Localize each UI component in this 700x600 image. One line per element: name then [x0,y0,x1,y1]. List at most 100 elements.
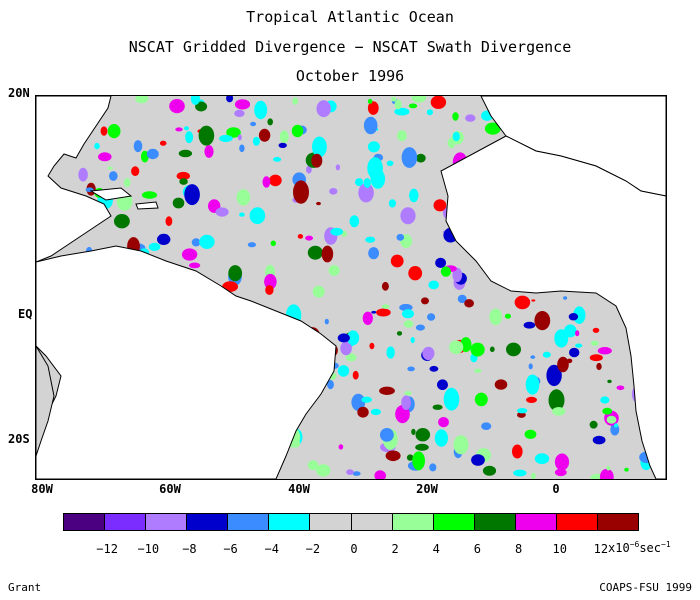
lon-label-80w: 80W [31,482,53,496]
divergence-patch [109,171,118,181]
divergence-patch [236,189,251,206]
divergence-patch [506,342,521,357]
divergence-patch [554,468,567,477]
divergence-patch [330,227,344,236]
color-swatch [556,514,599,530]
map-title: Tropical Atlantic Ocean [246,8,454,26]
divergence-patch [464,299,474,308]
color-swatch [64,514,106,530]
divergence-patch [169,99,185,114]
divergence-patch [438,417,449,428]
divergence-patch [292,439,300,448]
lon-label-0: 0 [552,482,560,496]
lon-label-40w: 40W [288,482,310,496]
divergence-patch [489,346,495,353]
color-swatch [433,514,475,530]
divergence-patch [307,460,319,471]
divergence-patch [400,207,416,225]
divergence-patch [376,308,391,317]
divergence-patch [141,191,158,199]
map-canvas [36,96,666,479]
divergence-patch [554,453,570,471]
divergence-patch [324,318,329,325]
divergence-patch [337,365,350,377]
divergence-patch [542,351,551,358]
divergence-patch [597,347,612,355]
divergence-patch [237,134,242,141]
divergence-patch [600,396,610,404]
divergence-patch [361,396,372,403]
divergence-patch [411,428,416,435]
divergence-patch [94,142,100,150]
divergence-patch [380,428,394,442]
source-credit: COAPS-FSU 1999 [599,581,692,594]
divergence-patch [402,309,414,319]
author-credit: Grant [8,581,42,594]
color-bar-tick-label: 0 [350,542,358,556]
divergence-patch [358,183,374,203]
divergence-patch [607,379,612,384]
divergence-patch [385,450,401,462]
color-swatch [351,514,393,530]
divergence-patch [362,311,373,325]
divergence-patch [410,337,415,344]
divergence-patch [367,157,383,180]
divergence-patch [415,324,425,331]
color-swatch [105,514,147,530]
divergence-patch [114,214,130,229]
map-panel [35,95,667,480]
divergence-patch [185,131,194,144]
divergence-patch [270,240,276,247]
divergence-patch [338,444,344,450]
divergence-patch [100,126,108,136]
divergence-patch [379,386,395,395]
divergence-patch [430,96,447,109]
divergence-patch [474,368,482,373]
divergence-patch [355,178,364,187]
color-bar [63,513,639,531]
color-swatch [515,514,557,530]
divergence-patch [267,118,273,126]
divergence-patch [269,174,282,187]
divergence-patch [504,313,511,319]
divergence-patch [273,157,282,162]
color-bar-tick-label: −2 [305,542,321,556]
divergence-patch [386,160,394,167]
divergence-patch [190,96,200,105]
divergence-patch [368,247,379,260]
divergence-patch [365,236,376,243]
divergence-patch [249,207,266,225]
island [135,201,159,210]
divergence-patch [198,125,215,146]
divergence-patch [175,127,183,132]
divergence-patch [526,396,537,403]
divergence-patch [415,428,431,442]
divergence-patch [234,99,251,110]
divergence-patch [98,152,112,162]
divergence-patch [146,148,159,160]
divergence-patch [254,100,268,120]
color-swatch [146,514,188,530]
divergence-patch [215,207,229,217]
divergence-patch [363,116,378,135]
divergence-patch [452,131,460,142]
color-swatch [228,514,270,530]
divergence-patch [191,238,201,247]
divergence-patch [226,96,234,103]
divergence-patch [367,98,373,104]
divergence-patch [531,472,536,479]
divergence-patch [265,285,274,295]
lat-label-20n: 20N [8,86,30,100]
divergence-patch [165,216,173,227]
divergence-patch [465,114,476,122]
divergence-patch [548,389,565,412]
color-bar-tick-label: −6 [223,542,238,556]
color-swatch [269,514,311,530]
divergence-patch [178,149,193,158]
divergence-patch [352,370,359,380]
map-date: October 1996 [295,67,405,85]
divergence-patch [239,212,245,217]
divergence-patch [591,340,599,346]
divergence-patch [297,234,304,239]
divergence-patch [184,184,200,206]
